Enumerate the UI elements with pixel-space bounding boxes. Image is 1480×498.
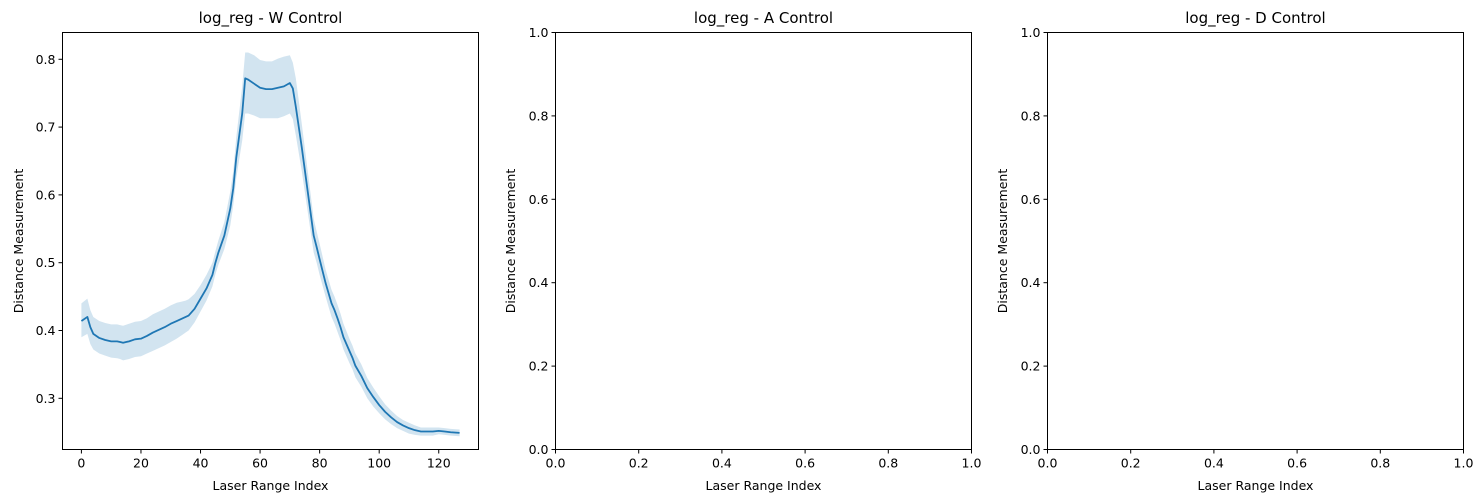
x-tick-label: 0.4 [1204,456,1224,471]
y-tick-label: 0.4 [529,275,549,290]
plot-area-frame [555,32,972,450]
x-axis-label: Laser Range Index [706,478,822,493]
y-axis-label: Distance Measurement [11,169,26,314]
chart-title: log_reg - D Control [1185,9,1325,28]
x-tick-label: 20 [133,456,149,471]
x-tick-label: 120 [427,456,451,471]
x-tick-label: 60 [252,456,268,471]
series-line [80,77,460,434]
y-tick-label: 0.4 [1021,275,1041,290]
x-tick-label: 0.6 [795,456,815,471]
subplot-d-control: log_reg - D Control Distance Measurement… [995,9,1473,493]
subplot-w-control: log_reg - W Control Distance Measurement… [11,9,479,493]
chart-title: log_reg - A Control [694,9,833,28]
subplot-a-control: log_reg - A Control Distance Measurement… [503,9,981,493]
confidence-band [81,52,460,437]
chart-title: log_reg - W Control [199,9,343,28]
plot-area-frame [62,32,479,450]
x-tick-label: 0.0 [1038,456,1058,471]
y-tick-label: 0.0 [1021,442,1041,457]
series-line-layer [80,77,460,434]
tick-layer: 0.0 0.2 0.4 0.6 0.8 1.0 0.0 0.2 0.4 0.6 0.8 1.0 [529,25,982,471]
x-tick-label: 40 [193,456,209,471]
x-axis-label: Laser Range Index [1198,478,1314,493]
y-tick-label: 0.5 [36,255,56,270]
x-tick-label: 1.0 [1454,456,1474,471]
y-tick-label: 0.2 [1021,359,1041,374]
x-tick-label: 100 [367,456,391,471]
y-tick-label: 1.0 [529,25,549,40]
x-tick-label: 0.6 [1287,456,1307,471]
tick-layer: 0 20 40 60 80 100 120 0.3 0.4 0.5 0.6 0.7 0.8 [36,52,451,471]
y-tick-label: 0.3 [36,391,56,406]
x-tick-label: 1.0 [962,456,982,471]
y-tick-label: 0.8 [36,52,56,67]
confidence-band-layer [81,52,460,437]
x-tick-label: 0 [77,456,85,471]
x-tick-label: 0.4 [712,456,732,471]
x-tick-label: 0.2 [1121,456,1141,471]
y-tick-label: 0.6 [529,192,549,207]
y-tick-label: 0.2 [529,359,549,374]
y-tick-label: 0.0 [529,442,549,457]
x-tick-label: 0.8 [878,456,898,471]
y-tick-label: 0.8 [1021,108,1041,123]
y-tick-label: 1.0 [1021,25,1041,40]
y-tick-label: 0.6 [1021,192,1041,207]
y-axis-label: Distance Measurement [995,169,1010,314]
y-tick-label: 0.7 [36,120,56,135]
y-tick-label: 0.4 [36,323,56,338]
x-axis-label: Laser Range Index [213,478,329,493]
tick-layer: 0.0 0.2 0.4 0.6 0.8 1.0 0.0 0.2 0.4 0.6 0.8 1.0 [1021,25,1474,471]
y-tick-label: 0.6 [36,187,56,202]
y-axis-label: Distance Measurement [503,169,518,314]
x-tick-label: 0.8 [1370,456,1390,471]
y-tick-label: 0.8 [529,108,549,123]
x-tick-label: 80 [312,456,328,471]
plot-area-frame [1047,32,1464,450]
x-tick-label: 0.2 [629,456,649,471]
x-tick-label: 0.0 [546,456,566,471]
